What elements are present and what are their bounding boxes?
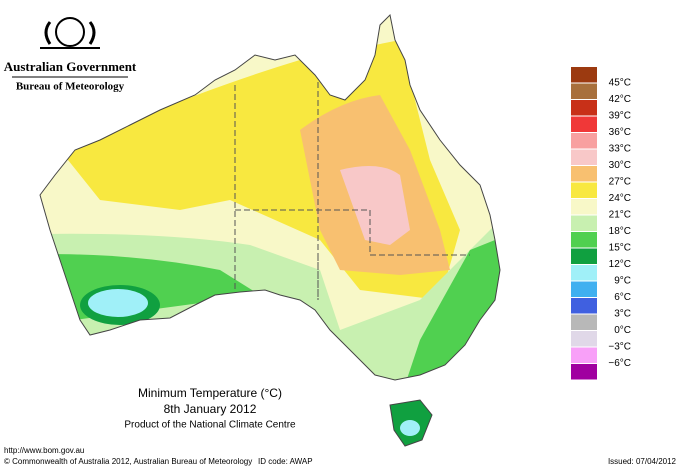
legend-swatch: [571, 166, 597, 182]
emblem: [40, 17, 100, 49]
legend-swatch: [571, 281, 597, 297]
legend-swatch: [571, 314, 597, 330]
bureau-name: Bureau of Meteorology: [16, 81, 125, 93]
legend-swatch: [571, 149, 597, 165]
map-date: 8th January 2012: [164, 402, 257, 416]
map-product: Product of the National Climate Centre: [124, 420, 296, 431]
legend-label: 18°C: [609, 226, 631, 237]
legend-label: 45°C: [609, 78, 631, 89]
coastline: [39, 13, 501, 447]
legend-swatch: [571, 215, 597, 231]
footer-url: http://www.bom.gov.au: [4, 446, 84, 455]
legend-swatch: [571, 265, 597, 281]
legend-label: 3°C: [614, 309, 631, 320]
legend-swatch: [571, 248, 597, 264]
legend-swatch: [571, 83, 597, 99]
legend-label: 27°C: [609, 177, 631, 188]
footer-copyright: © Commonwealth of Australia 2012, Austra…: [4, 457, 252, 466]
legend-swatch: [571, 331, 597, 347]
legend-swatch: [571, 298, 597, 314]
map-title: Minimum Temperature (°C): [138, 386, 282, 400]
legend-label: 36°C: [609, 127, 631, 138]
legend-swatch: [571, 133, 597, 149]
legend-label: 6°C: [614, 292, 631, 303]
legend-label: 15°C: [609, 243, 631, 254]
legend-swatch: [571, 364, 597, 380]
footer-issued: Issued: 07/04/2012: [608, 457, 677, 466]
legend-label: −3°C: [608, 342, 631, 353]
state-borders: [234, 82, 470, 300]
legend-label: 33°C: [609, 144, 631, 155]
legend-swatch: [571, 199, 597, 215]
legend-label: 42°C: [609, 94, 631, 105]
legend-label: 24°C: [609, 193, 631, 204]
legend-label: 39°C: [609, 111, 631, 122]
footer-id: ID code: AWAP: [258, 457, 313, 466]
legend-label: 9°C: [614, 276, 631, 287]
government-name: Australian Government: [4, 59, 137, 74]
legend-label: −6°C: [608, 358, 631, 369]
legend-swatch: [571, 347, 597, 363]
legend: 45°C 42°C 39°C 36°C 33°C 30°C 27°C 24°C 21°C 18°C…: [571, 67, 631, 380]
legend-label: 30°C: [609, 160, 631, 171]
legend-swatch: [571, 182, 597, 198]
legend-swatch: [571, 232, 597, 248]
legend-label: 0°C: [614, 325, 631, 336]
legend-label: 12°C: [609, 259, 631, 270]
legend-label: 21°C: [609, 210, 631, 221]
legend-swatch: [571, 116, 597, 132]
legend-swatch: [571, 100, 597, 116]
legend-swatch: [571, 67, 597, 83]
